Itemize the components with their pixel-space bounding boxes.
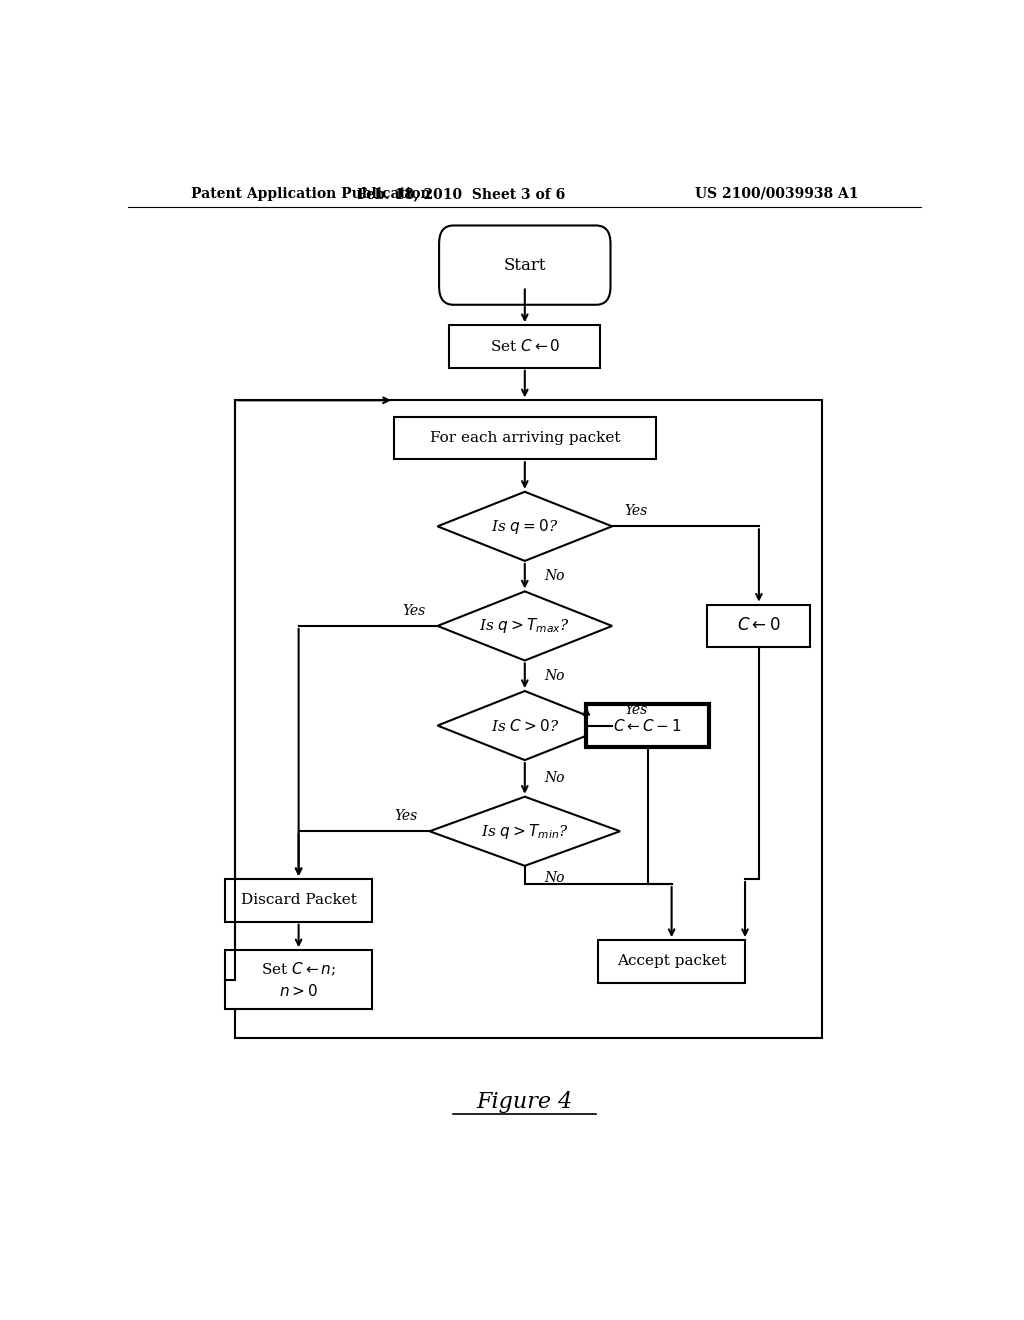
Text: Start: Start <box>504 256 546 273</box>
Text: Accept packet: Accept packet <box>616 954 726 969</box>
Text: Patent Application Publication: Patent Application Publication <box>191 187 431 201</box>
Bar <box>225 950 372 1008</box>
Text: Yes: Yes <box>394 809 418 822</box>
Polygon shape <box>430 797 620 866</box>
Bar <box>708 605 811 647</box>
Bar <box>587 704 710 747</box>
Text: $C\leftarrow0$: $C\leftarrow0$ <box>737 618 780 635</box>
Text: Yes: Yes <box>624 504 647 517</box>
Bar <box>450 325 600 368</box>
Text: Yes: Yes <box>402 603 426 618</box>
Text: Is $q>T_{min}$?: Is $q>T_{min}$? <box>481 822 568 841</box>
Text: Set $C\leftarrow n$;
$n>0$: Set $C\leftarrow n$; $n>0$ <box>261 961 336 999</box>
Bar <box>394 417 655 459</box>
Text: Is $q>T_{max}$?: Is $q>T_{max}$? <box>479 616 570 635</box>
Text: Is $q=0$?: Is $q=0$? <box>492 517 558 536</box>
Text: No: No <box>545 669 565 682</box>
Bar <box>598 940 745 982</box>
FancyBboxPatch shape <box>439 226 610 305</box>
Text: For each arriving packet: For each arriving packet <box>429 430 621 445</box>
Text: No: No <box>545 771 565 785</box>
Text: Feb. 18, 2010  Sheet 3 of 6: Feb. 18, 2010 Sheet 3 of 6 <box>357 187 565 201</box>
Text: US 2100/0039938 A1: US 2100/0039938 A1 <box>694 187 858 201</box>
Bar <box>225 879 372 921</box>
Text: No: No <box>545 569 565 583</box>
Polygon shape <box>437 492 612 561</box>
Text: Set $C\leftarrow0$: Set $C\leftarrow0$ <box>489 338 560 355</box>
Bar <box>236 400 822 1038</box>
Polygon shape <box>437 690 612 760</box>
Text: Discard Packet: Discard Packet <box>241 894 356 907</box>
Text: Yes: Yes <box>624 704 647 717</box>
Text: Is $C>0$?: Is $C>0$? <box>490 718 559 734</box>
Polygon shape <box>437 591 612 660</box>
Text: No: No <box>545 871 565 884</box>
Text: Figure 4: Figure 4 <box>477 1090 572 1113</box>
Text: $C\leftarrow C-1$: $C\leftarrow C-1$ <box>613 718 682 734</box>
